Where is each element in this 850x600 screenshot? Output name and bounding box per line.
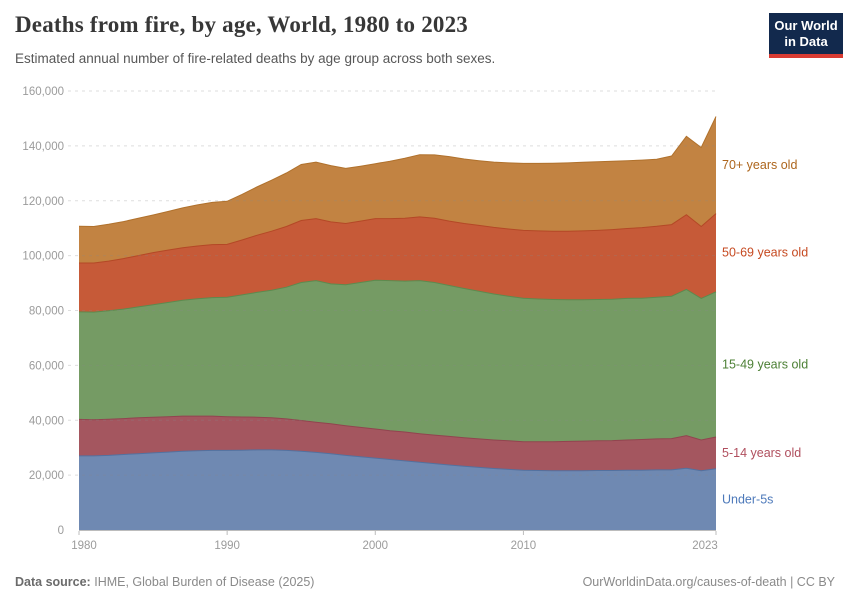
series-label-50-69: 50-69 years old bbox=[722, 246, 808, 260]
boundary-line-15-49 bbox=[78, 279, 717, 313]
series-label-70-plus: 70+ years old bbox=[722, 158, 797, 172]
owid-license-link[interactable]: OurWorldinData.org/causes-of-death | CC … bbox=[582, 575, 835, 589]
series-label-5-14: 5-14 years old bbox=[722, 446, 801, 460]
owid-logo-line1: Our World bbox=[774, 18, 838, 33]
x-axis-tick-label-2023: 2023 bbox=[692, 540, 718, 552]
stacked-area-chart: 0 20,000 40,000 60,000 80,000 100,000 120,000 1… bbox=[22, 86, 808, 552]
area-50-69 bbox=[79, 213, 716, 313]
y-axis-tick-label-20000: 20,000 bbox=[29, 470, 64, 482]
boundary-line-50-69 bbox=[79, 213, 717, 264]
data-source-label: Data source: bbox=[15, 575, 91, 589]
x-axis-tick-label-1990: 1990 bbox=[214, 540, 240, 552]
chart-subtitle: Estimated annual number of fire-related … bbox=[15, 51, 496, 66]
data-source-value: IHME, Global Burden of Disease (2025) bbox=[94, 575, 315, 589]
area-15-49 bbox=[79, 280, 716, 442]
page-title: Deaths from fire, by age, World, 1980 to… bbox=[15, 12, 468, 37]
y-axis-tick-label-120000: 120,000 bbox=[22, 196, 64, 208]
chart-footer: Data source: IHME, Global Burden of Dise… bbox=[15, 575, 835, 589]
y-axis-tick-label-160000: 160,000 bbox=[22, 86, 64, 98]
x-axis-tick-label-1980: 1980 bbox=[71, 540, 97, 552]
x-axis-tick-label-2000: 2000 bbox=[362, 540, 388, 552]
owid-logo-line2: in Data bbox=[784, 34, 828, 49]
boundary-line-5-14 bbox=[78, 415, 717, 443]
series-label-15-49: 15-49 years old bbox=[722, 357, 808, 371]
data-source: Data source: IHME, Global Burden of Dise… bbox=[15, 575, 314, 589]
boundary-line-under-5s bbox=[79, 449, 717, 472]
y-axis-tick-label-60000: 60,000 bbox=[29, 360, 64, 372]
y-axis-tick-label-40000: 40,000 bbox=[29, 415, 64, 427]
x-axis-tick-label-2010: 2010 bbox=[511, 540, 537, 552]
area-70-plus bbox=[79, 116, 716, 263]
y-axis-tick-label-100000: 100,000 bbox=[22, 251, 64, 263]
y-axis-tick-label-140000: 140,000 bbox=[22, 141, 64, 153]
owid-logo[interactable]: Our World in Data bbox=[769, 13, 843, 58]
series-label-under-5s: Under-5s bbox=[722, 492, 773, 506]
area-5-14 bbox=[79, 416, 716, 471]
y-axis-tick-label-0: 0 bbox=[58, 525, 64, 537]
boundary-line-70-plus bbox=[78, 116, 717, 228]
y-axis-tick-label-80000: 80,000 bbox=[29, 306, 64, 318]
area-under-5s bbox=[79, 449, 716, 530]
